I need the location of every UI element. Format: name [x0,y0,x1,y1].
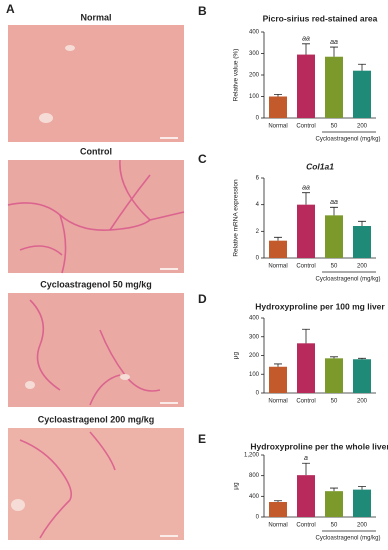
bar [353,226,371,258]
group-label: Cycloastragenol (mg/kg) [315,536,380,542]
error-bar [358,63,366,71]
y-tick-label: 200 [249,73,260,79]
chart-title: Hydroxyproline per 100 mg liver [255,301,385,311]
y-tick-label: 400 [249,30,260,36]
image-title: Normal [80,12,111,22]
error-bar [302,462,310,476]
y-tick-label: 6 [256,176,260,182]
annotation: aa [330,39,338,46]
x-tick-label: 50 [331,399,338,405]
bar [297,475,315,517]
bar [269,366,287,393]
bar [269,502,287,517]
y-tick-label: 100 [249,94,260,100]
panel-label: B [198,4,207,18]
x-tick-label: Normal [268,523,287,529]
chart-title: Picro-sirius red-stained area [263,13,378,23]
y-tick-label: 300 [249,334,260,340]
chart-title: Col1a1 [306,161,334,171]
error-bar [274,236,282,241]
bar [325,56,343,118]
x-tick-label: 200 [357,124,368,130]
bar [325,491,343,517]
y-axis-label: μg [233,351,240,359]
y-tick-label: 0 [256,256,260,262]
panel-label: E [198,432,206,446]
bar [297,204,315,258]
y-tick-label: 4 [256,202,260,208]
panel-label: C [198,152,207,166]
error-bar [330,356,338,359]
x-tick-label: 50 [331,124,338,130]
x-tick-label: Normal [268,264,287,270]
x-tick-label: Control [296,264,315,270]
bar [269,96,287,118]
error-bar [302,192,310,205]
panel-label: A [6,2,15,16]
error-bar [330,206,338,216]
bar [297,343,315,393]
y-tick-label: 0 [256,515,260,521]
error-bar [274,363,282,367]
x-tick-label: Normal [268,124,287,130]
image-title: Cycloastragenol 50 mg/kg [40,279,152,289]
histology-image [8,293,184,407]
histology-image [8,428,184,540]
error-bar [274,500,282,503]
x-tick-label: 50 [331,264,338,270]
x-tick-label: 200 [357,264,368,270]
chart-title: Hydroxyproline per the whole liver [250,441,388,451]
error-bar [302,43,310,55]
x-tick-label: 200 [357,399,368,405]
y-tick-label: 100 [249,372,260,378]
annotation: a [304,455,308,462]
x-tick-label: Control [296,124,315,130]
y-tick-label: 200 [249,353,260,359]
y-tick-label: 400 [249,316,260,322]
annotation: aa [330,199,338,206]
histology-image [7,159,185,274]
error-bar [330,46,338,57]
error-bar [330,487,338,492]
y-axis-label: Relative value (%) [233,49,240,102]
bar [325,215,343,258]
error-bar [302,328,310,344]
bar [325,358,343,393]
bar [353,70,371,118]
y-tick-label: 1,200 [244,453,260,459]
y-tick-label: 2 [256,229,260,235]
x-tick-label: Control [296,399,315,405]
y-axis-label: μg [233,482,240,490]
y-tick-label: 400 [249,494,260,500]
y-tick-label: 0 [256,391,260,397]
y-axis-label: Relative mRNA expression [233,179,240,257]
error-bar [358,220,366,226]
bar [297,54,315,118]
bar [353,359,371,393]
panel-label: D [198,292,207,306]
histology-image [8,25,184,142]
error-bar [358,486,366,490]
image-title: Cycloastragenol 200 mg/kg [38,414,155,424]
image-title: Control [80,146,112,156]
y-tick-label: 300 [249,51,260,57]
x-tick-label: Normal [268,399,287,405]
error-bar [274,93,282,97]
x-tick-label: 200 [357,523,368,529]
y-tick-label: 0 [256,116,260,122]
x-tick-label: 50 [331,523,338,529]
group-label: Cycloastragenol (mg/kg) [315,137,380,143]
annotation: aa [302,185,310,192]
x-tick-label: Control [296,523,315,529]
y-tick-label: 800 [249,473,260,479]
group-label: Cycloastragenol (mg/kg) [315,277,380,283]
error-bar [358,357,366,360]
bar [269,240,287,258]
bar [353,489,371,517]
annotation: aa [302,36,310,43]
